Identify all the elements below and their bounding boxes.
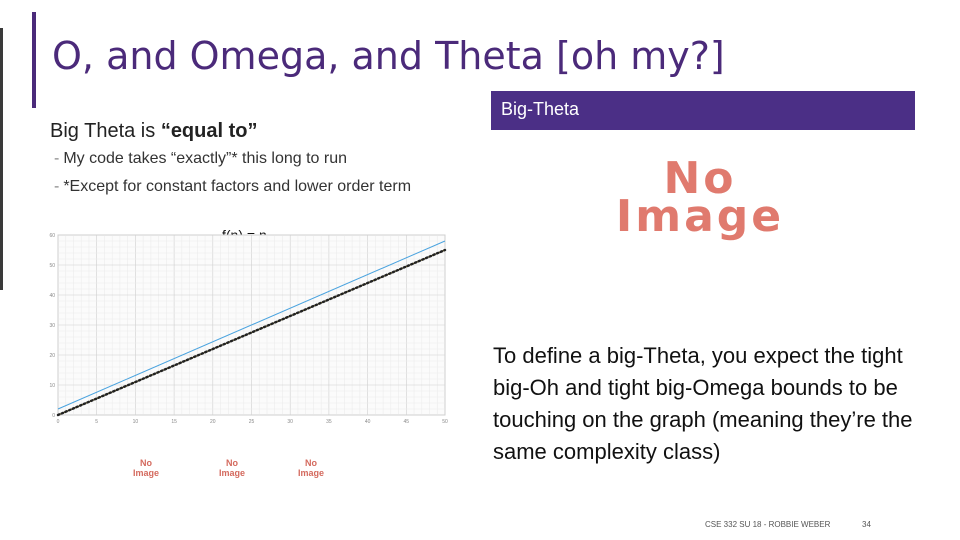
big-theta-banner: Big-Theta xyxy=(491,91,915,130)
y-tick-label: 60 xyxy=(49,233,55,239)
no-image-small-line-2: Image xyxy=(297,468,324,478)
x-tick-label: 15 xyxy=(171,419,177,425)
no-image-small-3: No Image xyxy=(281,458,341,478)
no-image-line-1: No xyxy=(663,153,737,204)
no-image-line-2: Image xyxy=(615,191,785,242)
footer-text: CSE 332 SU 18 - ROBBIE WEBER xyxy=(705,520,831,529)
no-image-small-line-2: Image xyxy=(218,468,245,478)
no-image-placeholder: No Image xyxy=(585,153,815,242)
slide-title: O, and Omega, and Theta [oh my?] xyxy=(52,34,725,78)
bullet-text: My code takes “exactly”* this long to ru… xyxy=(63,150,348,167)
x-tick-label: 30 xyxy=(287,419,293,425)
series-line-1 xyxy=(57,240,446,410)
series-line-3 xyxy=(56,248,447,417)
y-tick-label: 30 xyxy=(49,323,55,329)
x-tick-label: 50 xyxy=(442,419,448,425)
no-image-small-line-1: No xyxy=(140,458,152,468)
x-tick-label: 45 xyxy=(404,419,410,425)
lead-text: Big Theta is “equal to” xyxy=(50,120,257,143)
x-tick-label: 10 xyxy=(133,419,139,425)
lead-bold: “equal to” xyxy=(160,120,258,142)
lead-prefix: Big Theta is xyxy=(50,120,161,142)
x-tick-label: 0 xyxy=(57,419,60,425)
x-tick-label: 35 xyxy=(326,419,332,425)
left-edge-rule xyxy=(0,28,3,290)
page-number: 34 xyxy=(862,520,871,529)
y-tick-label: 40 xyxy=(49,293,55,299)
body-paragraph: To define a big-Theta, you expect the ti… xyxy=(493,343,913,464)
bullet-2: - *Except for constant factors and lower … xyxy=(54,178,411,196)
x-tick-label: 25 xyxy=(249,419,255,425)
y-tick-label: 50 xyxy=(49,263,55,269)
no-image-small-1: No Image xyxy=(116,458,176,478)
bullet-marker: - xyxy=(54,178,60,195)
no-image-small-line-1: No xyxy=(305,458,317,468)
y-tick-label: 20 xyxy=(49,353,55,359)
line-chart: 0 5 10 15 20 25 30 35 40 45 50 0 10 20 30 40 50 60 xyxy=(49,233,448,425)
x-tick-label: 20 xyxy=(210,419,216,425)
no-image-small-line-2: Image xyxy=(132,468,159,478)
bullet-marker: - xyxy=(54,150,60,167)
bullet-text: *Except for constant factors and lower o… xyxy=(63,178,412,195)
x-tick-label: 5 xyxy=(95,419,98,425)
title-accent-bar xyxy=(32,12,36,108)
y-tick-label: 0 xyxy=(52,413,55,419)
no-image-small-line-1: No xyxy=(226,458,238,468)
y-tick-label: 10 xyxy=(49,383,55,389)
x-tick-label: 40 xyxy=(365,419,371,425)
no-image-small-2: No Image xyxy=(202,458,262,478)
bullet-1: - My code takes “exactly”* this long to r… xyxy=(54,150,347,168)
